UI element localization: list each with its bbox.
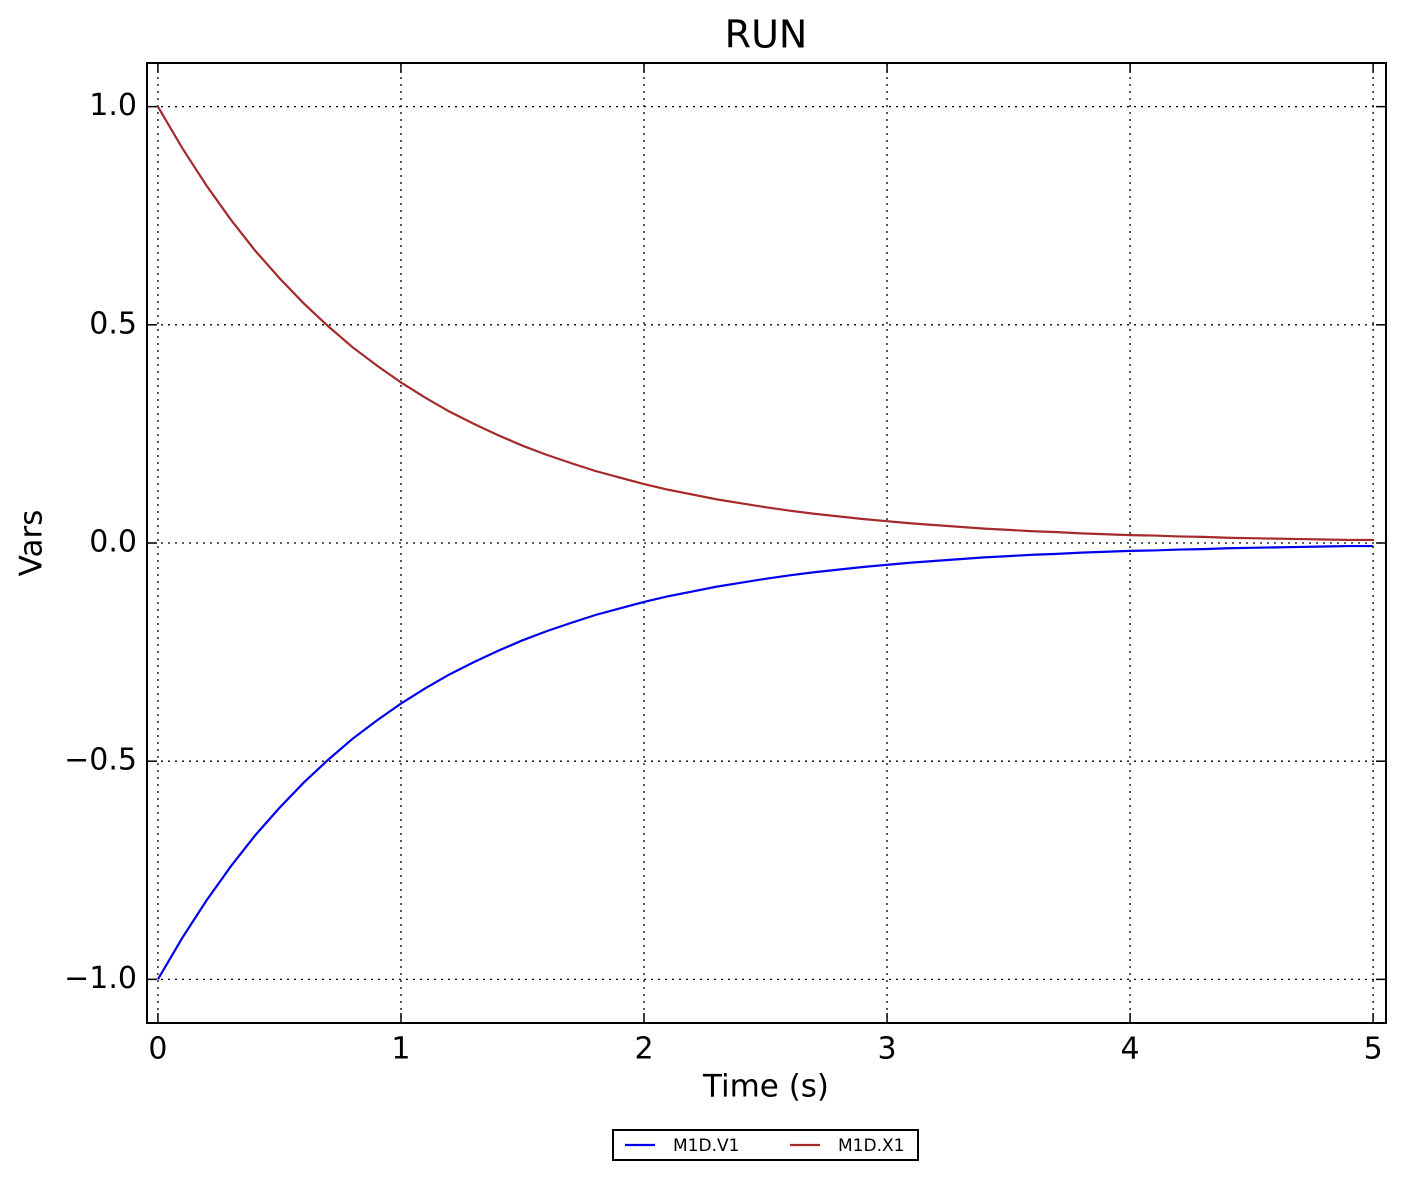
x-tick-label: 5 (1364, 1032, 1383, 1067)
plot-frame (146, 62, 1387, 1024)
y-tick-label: 1.0 (89, 88, 137, 123)
x-tick-label: 1 (391, 1032, 410, 1067)
line-series (156, 106, 1374, 542)
y-tick-label: 0.0 (89, 525, 137, 560)
x-tick-label: 0 (148, 1032, 167, 1067)
y-tick-label: −1.0 (64, 961, 137, 996)
x-tick-label: 4 (1121, 1032, 1140, 1067)
legend-box (612, 1129, 919, 1161)
y-tick-label: 0.5 (89, 306, 137, 341)
y-tick-label: −0.5 (64, 743, 137, 778)
y-axis-label: Vars (14, 510, 50, 577)
legend-label: M1D.X1 (838, 1136, 904, 1156)
x-tick-label: 3 (877, 1032, 896, 1067)
x-tick-label: 2 (634, 1032, 653, 1067)
line-series (156, 544, 1374, 980)
legend-label: M1D.V1 (673, 1136, 739, 1156)
chart-title: RUN (725, 13, 808, 57)
x-axis-label: Time (s) (702, 1069, 829, 1105)
